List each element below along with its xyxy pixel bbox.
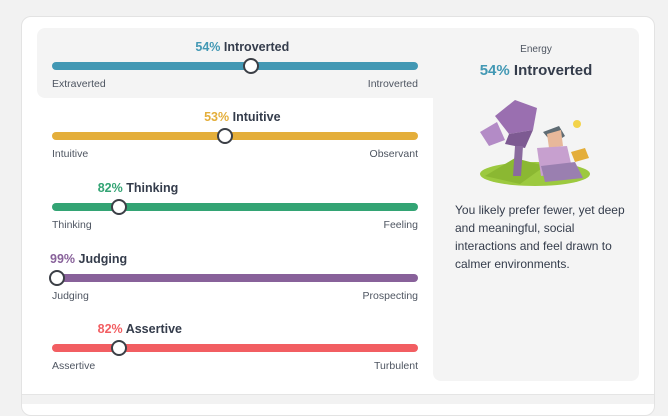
trait-title: 82% Thinking	[98, 181, 179, 195]
trait-left-label: Assertive	[52, 360, 96, 372]
trait-right-label: Prospecting	[362, 290, 418, 302]
trait-title: 82% Assertive	[98, 322, 182, 336]
trait-title: 54% Introverted	[195, 40, 289, 54]
trait-name: Thinking	[126, 181, 179, 195]
trait-bar	[52, 344, 418, 352]
trait-name: Judging	[78, 252, 128, 266]
trait-percentage: 99%	[50, 252, 76, 266]
trait-left-label: Judging	[52, 290, 89, 302]
trait-name: Assertive	[125, 322, 182, 336]
trait-slider-knob[interactable]	[217, 128, 234, 144]
trait-percentage: 82%	[97, 181, 123, 195]
trait-name: Intuitive	[232, 110, 281, 124]
trait-right-label: Feeling	[383, 219, 418, 231]
introvert-person-illustration-icon	[480, 100, 590, 186]
trait-percentage: 54%	[195, 40, 221, 54]
trait-slider-knob[interactable]	[48, 270, 65, 286]
trait-detail-title: 54% Introverted	[433, 62, 639, 79]
trait-bar	[52, 274, 418, 282]
trait-right-label: Turbulent	[374, 360, 418, 372]
trait-left-label: Thinking	[52, 219, 92, 231]
trait-right-label: Introverted	[367, 78, 418, 90]
trait-name: Introverted	[223, 40, 290, 54]
trait-percentage: 82%	[97, 322, 123, 336]
trait-slider-knob[interactable]	[110, 199, 127, 215]
trait-bar	[52, 203, 418, 211]
trait-category-label: Energy	[520, 44, 552, 55]
trait-percentage: 53%	[204, 110, 230, 124]
trait-nature[interactable]: 82% Thinking Thinking Feeling	[52, 181, 418, 231]
trait-identity[interactable]: 82% Assertive Assertive Turbulent	[52, 322, 418, 372]
trait-slider-knob[interactable]	[242, 58, 259, 74]
trait-detail-percentage: 54%	[479, 62, 510, 79]
trait-detail-name: Introverted	[513, 62, 593, 79]
card-bottom-divider	[22, 394, 654, 404]
trait-right-label: Observant	[369, 148, 418, 160]
trait-left-label: Extraverted	[52, 78, 106, 90]
trait-bar	[52, 62, 418, 70]
trait-bar	[52, 132, 418, 140]
trait-left-label: Intuitive	[52, 148, 89, 160]
trait-detail-panel: Energy 54% Introverted You likely prefer…	[433, 28, 639, 381]
trait-tactics[interactable]: 99% Judging Judging Prospecting	[48, 252, 418, 302]
trait-energy[interactable]: 54% Introverted Extraverted Introverted	[52, 40, 418, 90]
trait-title: 99% Judging	[50, 252, 127, 266]
trait-title: 53% Intuitive	[204, 110, 280, 124]
trait-slider-knob[interactable]	[110, 340, 127, 356]
trait-description: You likely prefer fewer, yet deep and me…	[455, 203, 625, 271]
trait-mind[interactable]: 53% Intuitive Intuitive Observant	[52, 110, 418, 160]
